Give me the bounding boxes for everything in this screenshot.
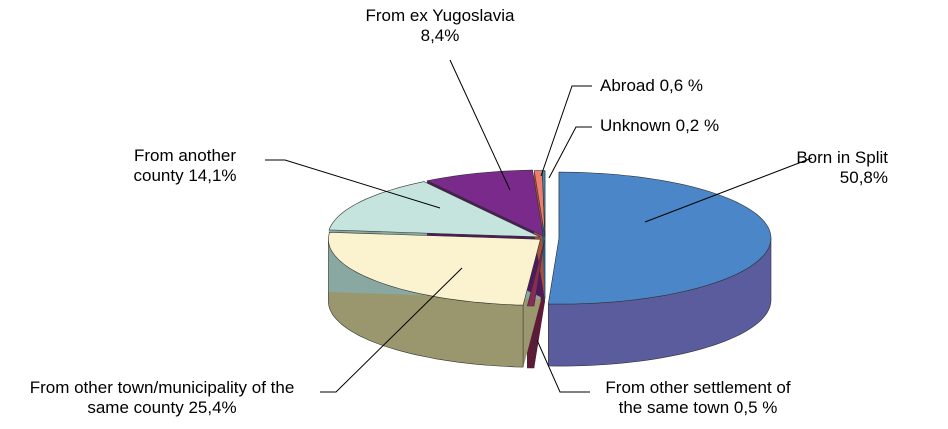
value-label: 25,4% <box>188 398 237 417</box>
slice-label: From another county 14,1% <box>110 146 260 186</box>
category-label: From other town/municipality of the same… <box>29 378 295 417</box>
leader-line <box>644 157 813 223</box>
leader-line <box>449 59 511 191</box>
leader-line <box>548 126 592 179</box>
category-label: Born in Split <box>796 148 888 167</box>
slice-label: Abroad 0,6 % <box>600 76 760 96</box>
leader-line <box>320 267 463 393</box>
leader-line <box>265 159 441 209</box>
slice <box>426 169 544 237</box>
slice <box>547 171 772 305</box>
category-label: From other settlement of the same town <box>605 378 791 417</box>
slice-label: From ex Yugoslavia 8,4% <box>365 6 515 46</box>
value-label: 0,5 % <box>733 398 778 417</box>
category-label: From another county <box>133 146 237 185</box>
category-label: Unknown <box>600 116 671 135</box>
slice <box>541 170 546 237</box>
leader-line <box>536 339 590 393</box>
category-label: From ex Yugoslavia <box>365 6 515 25</box>
value-label: 0,6 % <box>659 76 704 95</box>
value-label: 50,8% <box>839 168 888 187</box>
slice <box>526 240 545 307</box>
leader-line <box>540 85 592 177</box>
value-label: 8,4% <box>420 26 460 45</box>
slice <box>328 181 541 238</box>
slice-label: Born in Split 50,8% <box>760 148 888 188</box>
slice-label: Unknown 0,2 % <box>600 116 780 136</box>
slice <box>328 231 541 306</box>
value-label: 14,1% <box>188 166 237 185</box>
slice-label: From other settlement of the same town 0… <box>598 378 798 418</box>
slice-label: From other town/municipality of the same… <box>12 378 312 418</box>
value-label: 0,2 % <box>675 116 720 135</box>
category-label: Abroad <box>600 76 655 95</box>
